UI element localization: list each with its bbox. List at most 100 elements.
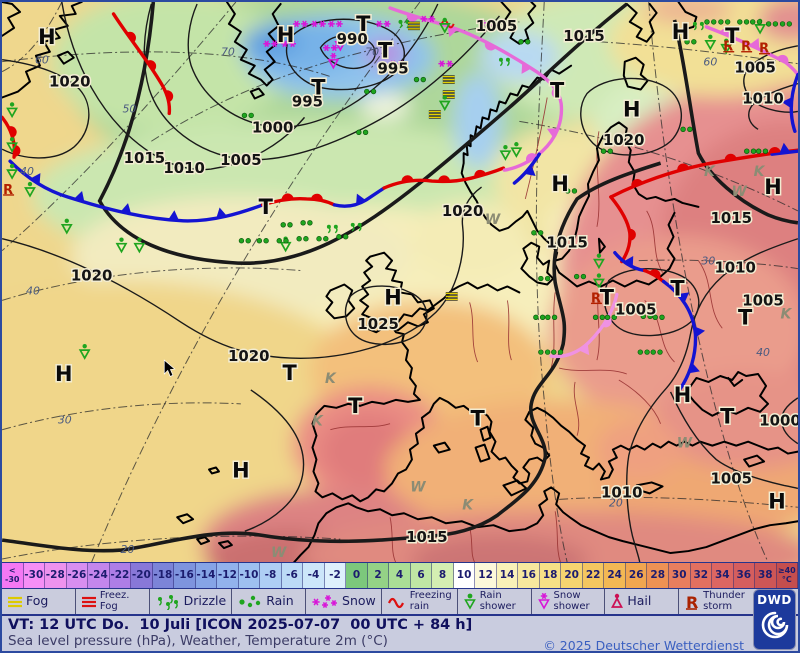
map-labels: 9909959951000100510101015102010051015102… bbox=[20, 10, 798, 561]
weather-symbol-r2 bbox=[600, 148, 613, 154]
airmass-label: K bbox=[462, 497, 474, 513]
legend-item-snow-shower: Snow shower bbox=[530, 589, 605, 614]
weather-symbol-fog bbox=[428, 110, 441, 119]
scale-cell: 24 bbox=[604, 563, 626, 588]
graticule-label: 40 bbox=[756, 346, 770, 359]
weather-symbol-sn2 bbox=[479, 19, 494, 27]
weather-symbol-sh bbox=[499, 145, 512, 161]
scale-cell: 22 bbox=[582, 563, 605, 588]
hail-icon bbox=[610, 593, 624, 611]
cold-front-marker bbox=[73, 190, 85, 203]
scale-cell: -18 bbox=[152, 563, 175, 588]
weather-symbol-dz bbox=[498, 57, 510, 67]
pressure-label: 1010 bbox=[163, 159, 205, 177]
cold-front-marker bbox=[216, 207, 227, 219]
airmass-label: W bbox=[271, 545, 287, 561]
weather-symbol-sh bbox=[78, 343, 91, 360]
warm-front-marker bbox=[401, 175, 414, 183]
scale-cell: -20 bbox=[131, 563, 153, 588]
scale-cell: 0 bbox=[346, 563, 368, 588]
weather-symbol-sn2 bbox=[293, 20, 308, 28]
pressure-label: 1015 bbox=[124, 149, 165, 167]
pressure-center: T bbox=[720, 405, 735, 429]
pressure-center: H bbox=[277, 23, 294, 47]
svg-text:R: R bbox=[759, 42, 769, 57]
graticule-label: 70 bbox=[365, 46, 379, 59]
weather-symbol-r2 bbox=[545, 314, 558, 320]
warm-front-marker bbox=[165, 90, 174, 102]
scale-cell: 12 bbox=[475, 563, 497, 588]
fog-icon bbox=[7, 595, 23, 609]
legend-item-hail: Hail bbox=[604, 589, 678, 614]
weather-symbol-th: R bbox=[590, 291, 602, 306]
weather-symbol-th: R bbox=[759, 42, 771, 57]
weather-legend: Fog Freez. Fog Drizzle Rain Snow Freezing rain R… bbox=[2, 589, 798, 616]
warm-front-marker bbox=[768, 147, 781, 154]
scale-cell: 10 bbox=[453, 563, 476, 588]
weather-symbol-r2 bbox=[316, 236, 329, 242]
weather-symbol-r2 bbox=[750, 19, 763, 25]
scale-cell: 6 bbox=[410, 563, 433, 588]
weather-symbol-r2 bbox=[640, 313, 653, 320]
pressure-label: 995 bbox=[377, 60, 408, 78]
weather-symbol-r2 bbox=[241, 112, 254, 119]
cold-front-marker bbox=[356, 193, 367, 205]
scale-cell: 4 bbox=[389, 563, 411, 588]
pressure-label: 1020 bbox=[603, 131, 645, 149]
warm-front-marker bbox=[631, 178, 643, 188]
graticule-label: 50 bbox=[122, 102, 136, 115]
cold-front-marker bbox=[168, 210, 180, 221]
drizzle-icon bbox=[155, 594, 181, 610]
weather-symbol-sh bbox=[6, 102, 18, 119]
weather-symbol-r2 bbox=[518, 39, 531, 45]
freezing-fog-icon bbox=[81, 595, 97, 609]
weather-symbol-sh bbox=[438, 17, 451, 34]
graticule-label: 20 bbox=[609, 496, 623, 509]
pressure-center: T bbox=[725, 24, 740, 48]
pressure-label: 1010 bbox=[714, 259, 756, 277]
warm-front-marker bbox=[649, 269, 661, 279]
weather-symbol-r2 bbox=[413, 76, 426, 83]
weather-symbol-r2 bbox=[356, 129, 369, 135]
weather-symbol-sh bbox=[593, 273, 605, 290]
snow-shower-icon bbox=[537, 592, 551, 611]
warm-front-marker bbox=[146, 60, 157, 72]
pressure-center: H bbox=[674, 383, 691, 407]
weather-symbol-r2 bbox=[650, 349, 663, 355]
copyright: © 2025 Deutscher Wetterdienst bbox=[543, 638, 744, 653]
warm-front-marker bbox=[281, 193, 294, 201]
weather-symbol-r2 bbox=[718, 19, 731, 25]
scale-cell: 16 bbox=[518, 563, 540, 588]
svg-text:R: R bbox=[741, 40, 751, 55]
pressure-label: 1015 bbox=[563, 27, 605, 45]
cold-front-marker bbox=[524, 165, 536, 177]
pressure-label: 1000 bbox=[252, 118, 293, 136]
graticule-label: 60 bbox=[703, 56, 717, 69]
legend-item-thunderstorm: R Thunder storm bbox=[678, 589, 752, 614]
pressure-label: 1005 bbox=[742, 291, 784, 309]
warm-front-marker bbox=[126, 31, 136, 43]
warm-front-marker bbox=[525, 153, 537, 163]
warm-front-marker bbox=[310, 193, 323, 201]
weather-symbol-sn2 bbox=[281, 40, 296, 48]
warm-front-marker bbox=[629, 228, 636, 241]
pressure-label: 995 bbox=[292, 92, 323, 110]
weather-symbol-sh bbox=[510, 142, 523, 158]
scale-cell: -8 bbox=[260, 563, 282, 588]
weather-symbol-ssh bbox=[327, 52, 340, 70]
weather-symbol-sh bbox=[24, 181, 36, 198]
weather-symbol-sn2 bbox=[375, 20, 391, 28]
chart-footer: VT: 12 UTC Do. 10 Juli [ICON 2025-07-07 … bbox=[2, 616, 798, 653]
weather-symbol-r2 bbox=[652, 314, 665, 320]
pressure-label: 1005 bbox=[476, 17, 517, 35]
weather-symbol-sh bbox=[115, 237, 128, 254]
pressure-label: 1005 bbox=[220, 151, 262, 169]
weather-symbol-r2 bbox=[779, 21, 793, 27]
svg-text:R: R bbox=[591, 291, 601, 306]
weather-symbol-sh bbox=[60, 218, 73, 235]
weather-symbol-r2 bbox=[744, 148, 757, 154]
scale-cell: 30 bbox=[668, 563, 691, 588]
weather-symbol-sh bbox=[438, 95, 451, 112]
scale-cell: 8 bbox=[432, 563, 454, 588]
